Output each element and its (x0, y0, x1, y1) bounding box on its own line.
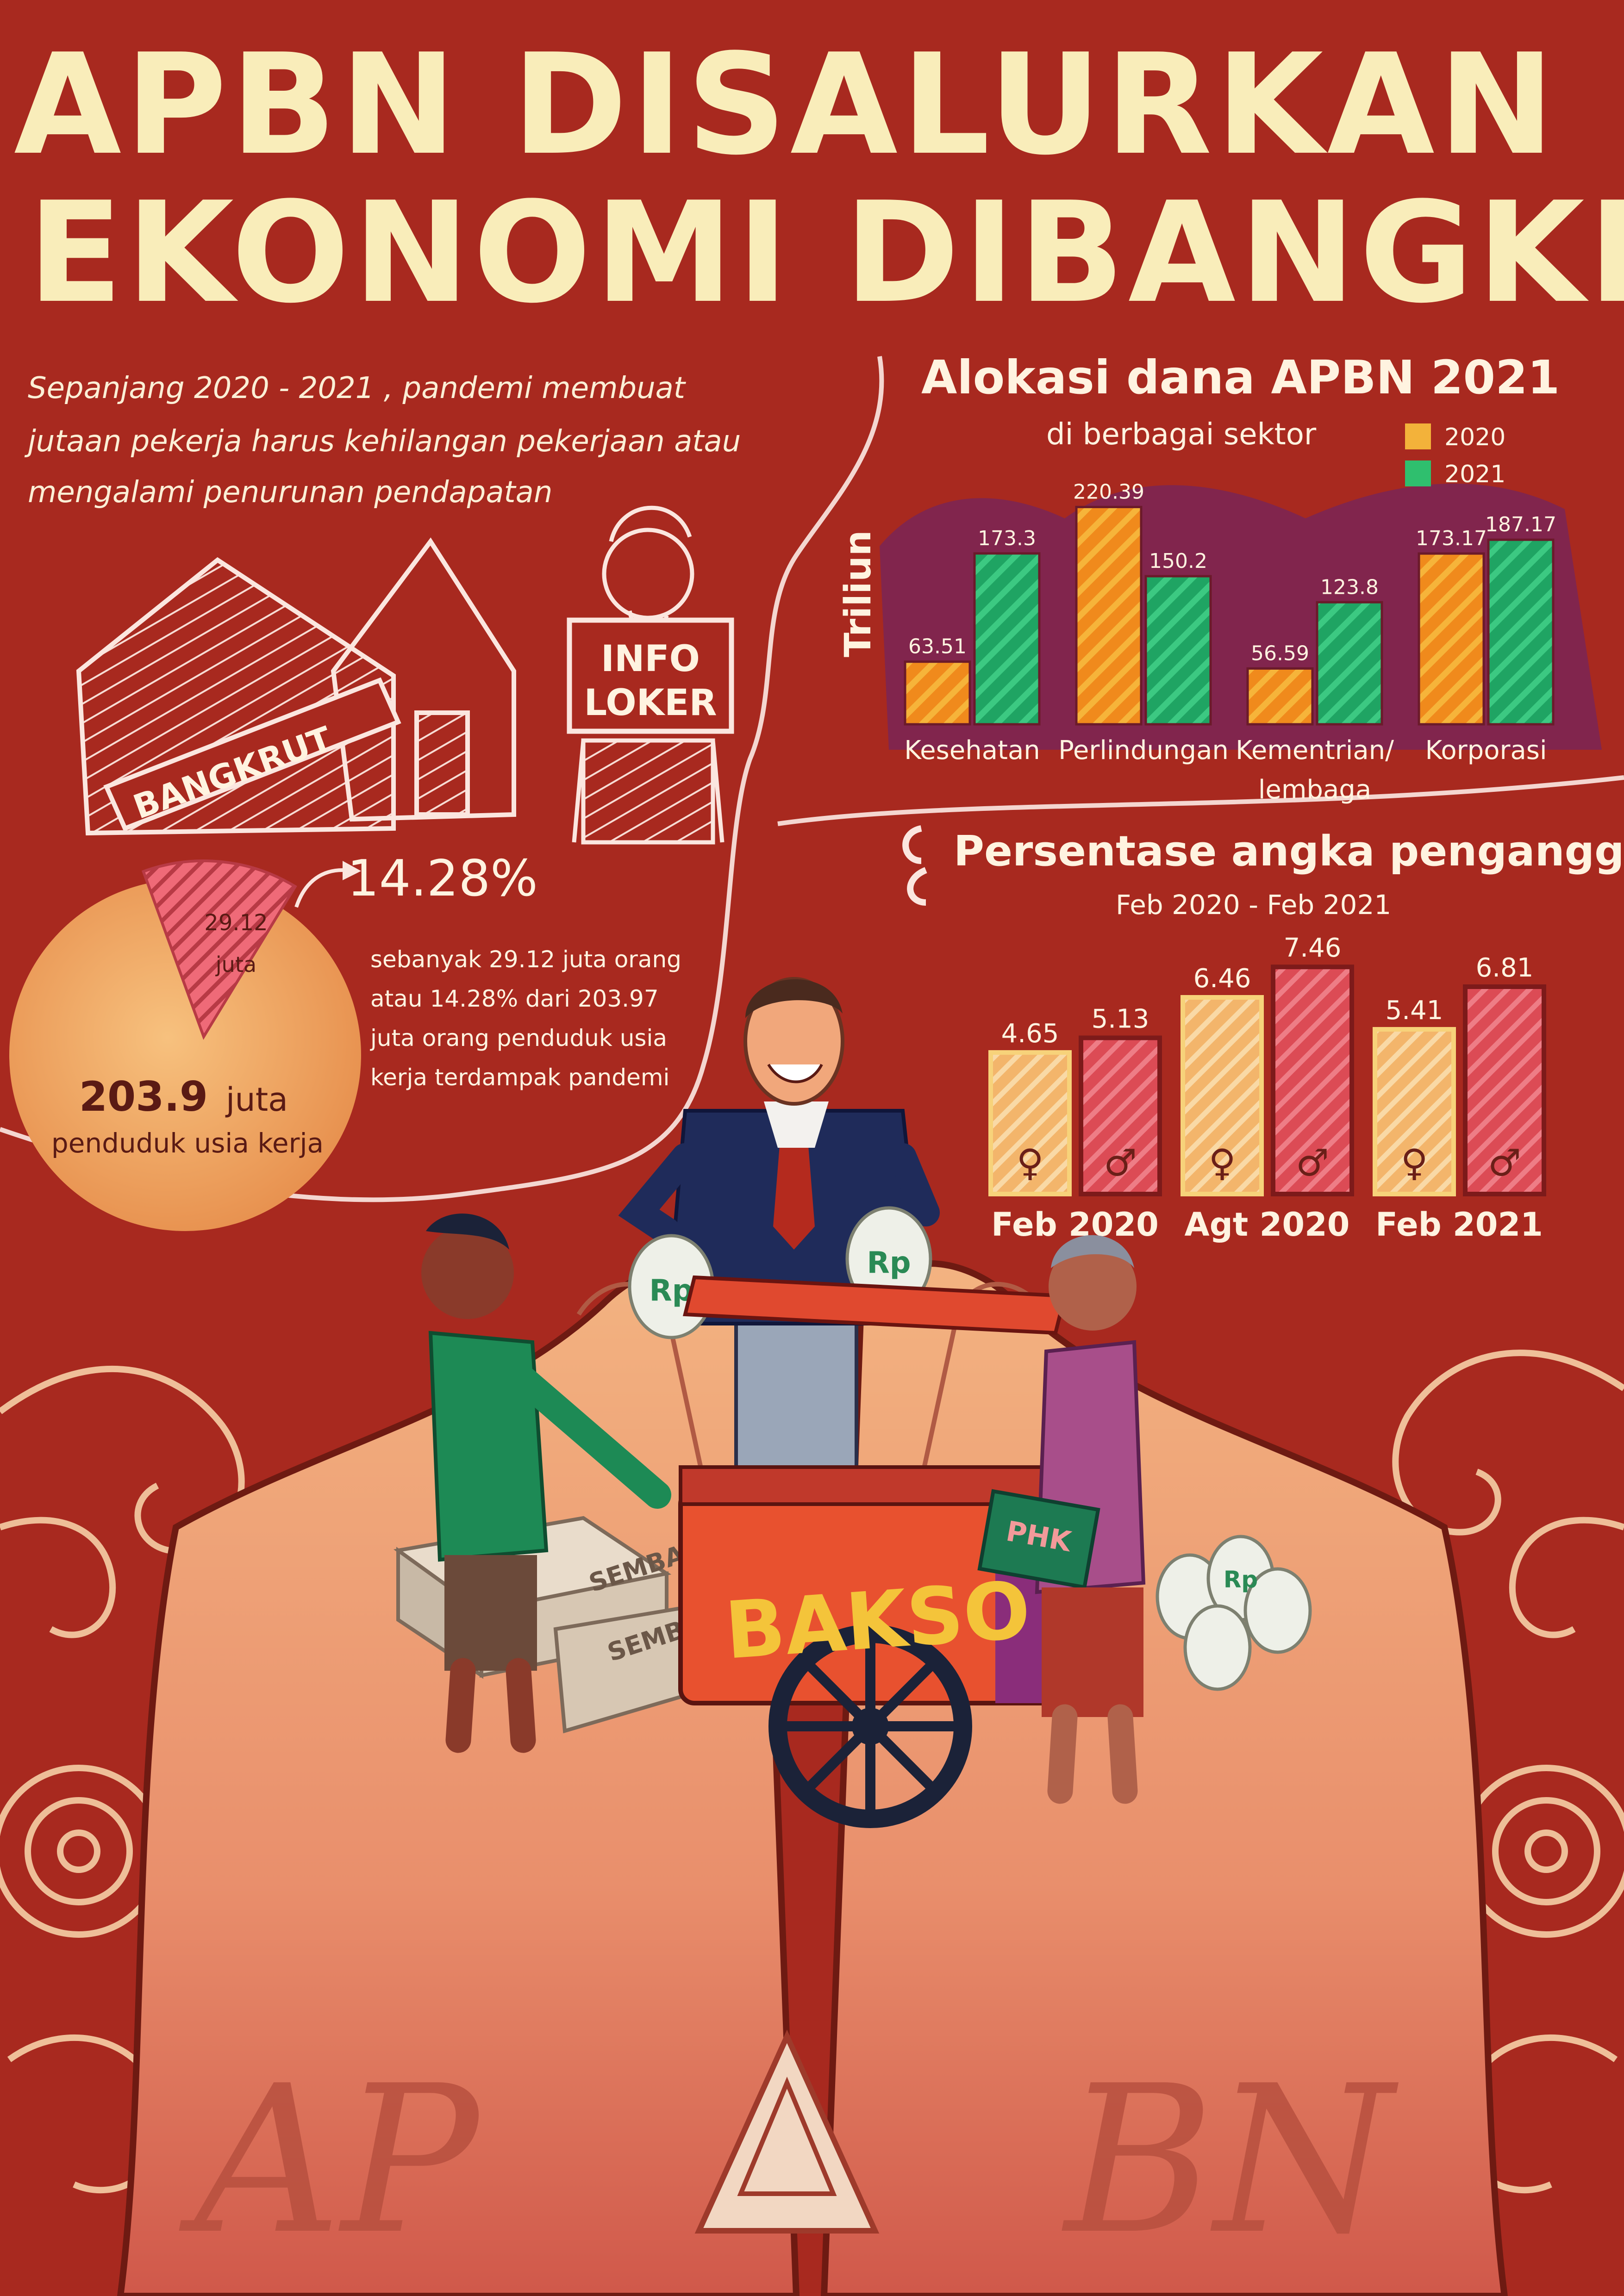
alloc-legend-swatch-2021 (1405, 460, 1431, 486)
alloc-bar-2020-3 (1418, 552, 1485, 726)
alloc-value-2021-3: 187.17 (1485, 513, 1556, 536)
divider-curve (0, 356, 884, 1202)
alloc-category-3: Korporasi (1425, 735, 1547, 765)
alloc-category-2-line2: lembaga (1258, 775, 1371, 805)
unemp-bar-1-0 (1079, 1035, 1162, 1196)
pie-desc-3: juta orang penduduk usia (370, 1025, 667, 1052)
unemp-value-1-2: 6.81 (1476, 953, 1534, 983)
pie-slice-unit: juta (215, 952, 256, 977)
alloc-bar-2021-3 (1487, 538, 1555, 726)
pie-slice-value: 29.12 (204, 910, 268, 936)
unemp-bar-0-0 (988, 1050, 1072, 1196)
pie-slice-affected (141, 859, 297, 1040)
unemp-value-0-1: 6.46 (1193, 964, 1251, 994)
title-line-2: EKONOMI DIBANGKITKAN (28, 172, 1624, 334)
unemp-chart-bars: 4.65 ♀ 5.13 ♂ Feb 2020 6.46 ♀ 7.46 ♂ Agt 2020 5.41… (988, 933, 1546, 1244)
alloc-value-2020-0: 63.51 (908, 635, 967, 659)
batik-ornaments (0, 1350, 1624, 2194)
cart-label: BAKSO (722, 1564, 1033, 1677)
pie-percent: 14.28% (347, 850, 538, 908)
unemp-category-2: Feb 2021 (1375, 1206, 1543, 1244)
alloc-value-2020-2: 56.59 (1251, 641, 1309, 665)
unemp-gender-symbol-0-2: ♀ (1401, 1141, 1428, 1184)
hand-left-letters: AP (179, 2042, 482, 2279)
alloc-value-2021-2: 123.8 (1320, 575, 1379, 599)
unemp-chart-title: Persentase angka pengangguran (954, 827, 1624, 876)
alloc-bar-2020-1 (1075, 505, 1143, 726)
pie-total-unit: juta (225, 1081, 288, 1119)
unemp-gender-symbol-0-1: ♀ (1209, 1141, 1236, 1184)
alloc-value-2021-0: 173.3 (978, 527, 1036, 550)
worker-right-figure (977, 1235, 1146, 1804)
worker-left-figure (421, 1213, 671, 1753)
pie-desc-1: sebanyak 29.12 juta orang (370, 946, 681, 973)
unemp-value-1-1: 7.46 (1284, 933, 1342, 963)
divider-horizontal (777, 775, 1624, 826)
bankrupt-house-sketch (76, 537, 516, 836)
unemp-bar-1-2 (1463, 984, 1546, 1196)
sign-line-1: INFO (601, 638, 700, 680)
unemp-gender-symbol-1-0: ♂ (1104, 1141, 1137, 1184)
alloc-category-1: Perlindungan (1058, 735, 1229, 765)
pie-arrow (294, 868, 343, 908)
alloc-legend-swatch-2020 (1405, 423, 1431, 449)
unemp-gender-symbol-0-0: ♀ (1017, 1141, 1044, 1184)
unemp-bar-1-1 (1271, 964, 1354, 1196)
unemp-value-1-0: 5.13 (1092, 1004, 1149, 1034)
sack-label-pile: Rp (1224, 1566, 1258, 1593)
alloc-bar-2021-2 (1316, 601, 1383, 726)
pie-total (9, 879, 361, 1231)
unemp-value-0-2: 5.41 (1386, 996, 1443, 1026)
worker-sketch (567, 506, 734, 845)
alloc-legend-label-2020: 2020 (1444, 423, 1505, 451)
pie-desc-2: atau 14.28% dari 203.97 (370, 985, 659, 1012)
alloc-chart-subtitle: di berbagai sektor (1046, 417, 1317, 452)
unemp-bar-0-1 (1181, 995, 1264, 1196)
intro-line-1: Sepanjang 2020 - 2021 , pandemi membuat (28, 371, 687, 405)
alloc-legend-label-2021: 2021 (1444, 460, 1505, 488)
alloc-value-2021-1: 150.2 (1149, 549, 1207, 573)
pie-arrow-head (343, 861, 361, 880)
intro-line-3: mengalami penurunan pendapatan (28, 475, 552, 510)
sign-line-2: LOKER (584, 682, 717, 724)
alloc-category-2: Kementrian/ (1236, 735, 1394, 765)
alloc-value-2020-3: 173.17 (1416, 527, 1487, 550)
unemp-title-ornament (902, 825, 927, 906)
intro-line-2: jutaan pekerja harus kehilangan pekerjaa… (24, 424, 741, 459)
unemp-category-1: Agt 2020 (1185, 1206, 1350, 1244)
alloc-bar-2021-0 (973, 552, 1041, 726)
alloc-chart-title: Alokasi dana APBN 2021 (921, 350, 1560, 404)
unemp-gender-symbol-1-1: ♂ (1296, 1141, 1329, 1184)
unemp-bar-0-2 (1373, 1027, 1456, 1196)
sack-label-right: Rp (867, 1246, 911, 1280)
alloc-chart-ylabel: Triliun (837, 530, 879, 657)
pie-total-caption: penduduk usia kerja (51, 1127, 324, 1159)
sack-label-left: Rp (649, 1274, 693, 1308)
hand-right-letters: BN (1062, 2042, 1399, 2279)
alloc-chart-bars: 63.51 173.3 Kesehatan 220.39 150.2 Perlindung… (904, 480, 1556, 805)
unemp-value-0-0: 4.65 (1001, 1019, 1059, 1049)
unemp-gender-symbol-1-2: ♂ (1488, 1141, 1521, 1184)
alloc-bar-2020-0 (904, 660, 971, 726)
unemp-chart-subtitle: Feb 2020 - Feb 2021 (1116, 889, 1391, 921)
pie-total-value: 203.9 (79, 1073, 208, 1120)
alloc-value-2020-1: 220.39 (1073, 480, 1144, 504)
alloc-bar-2021-1 (1144, 575, 1212, 726)
unemp-category-0: Feb 2020 (991, 1206, 1159, 1244)
alloc-bar-2020-2 (1246, 667, 1314, 726)
title-line-1: APBN DISALURKAN (14, 24, 1558, 186)
alloc-category-0: Kesehatan (904, 735, 1040, 765)
pie-desc-4: kerja terdampak pandemi (370, 1064, 669, 1091)
